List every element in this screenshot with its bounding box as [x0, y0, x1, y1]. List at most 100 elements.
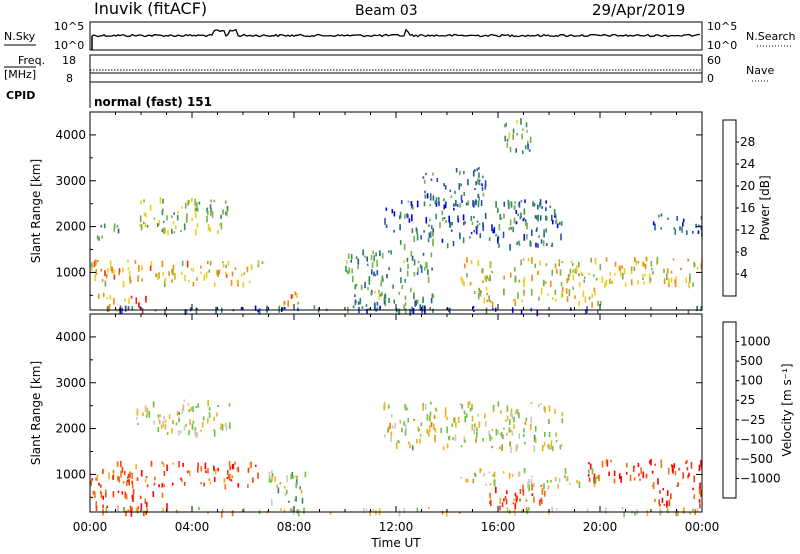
scatter-cell — [303, 507, 305, 514]
scatter-cell — [220, 222, 223, 230]
scatter-cell — [108, 303, 111, 308]
scatter-cell — [124, 305, 127, 312]
scatter-cell — [689, 273, 691, 279]
scatter-cell — [231, 511, 234, 517]
scatter-cell — [221, 423, 224, 431]
scatter-cell — [588, 469, 590, 473]
scatter-cell — [460, 276, 463, 282]
scatter-cell — [110, 266, 113, 271]
scatter-cell — [92, 490, 95, 495]
scatter-cell — [297, 509, 300, 517]
scatter-cell — [185, 309, 188, 314]
scatter-cell — [569, 482, 571, 486]
scatter-cell — [442, 446, 445, 450]
scatter-cell — [213, 199, 216, 203]
scatter-cell — [237, 483, 240, 488]
scatter-cell — [534, 215, 537, 219]
scatter-cell — [652, 271, 654, 275]
scatter-cell — [537, 214, 539, 222]
scatter-cell — [93, 261, 96, 268]
scatter-cell — [372, 508, 374, 512]
scatter-cell — [159, 196, 162, 204]
scatter-cell — [411, 255, 414, 261]
y-tick-label: 3000 — [55, 376, 86, 390]
scatter-cell — [352, 305, 355, 309]
scatter-cell — [519, 215, 522, 220]
scatter-cell — [652, 482, 655, 490]
scatter-cell — [393, 229, 395, 233]
scatter-cell — [477, 292, 480, 300]
scatter-cell — [528, 149, 531, 152]
scatter-cell — [524, 199, 526, 203]
scatter-cell — [365, 508, 368, 511]
scatter-cell — [542, 240, 545, 247]
scatter-cell — [145, 296, 147, 300]
scatter-cell — [503, 201, 506, 207]
scatter-cell — [639, 478, 641, 481]
scatter-cell — [540, 497, 543, 502]
scatter-cell — [168, 271, 170, 276]
scatter-cell — [347, 253, 350, 259]
scatter-cell — [140, 224, 143, 231]
scatter-cell — [604, 282, 606, 288]
scatter-cell — [513, 298, 515, 302]
scatter-cell — [375, 252, 377, 257]
scatter-cell — [533, 434, 536, 442]
scatter-cell — [610, 459, 612, 463]
scatter-cell — [121, 491, 124, 495]
scatter-cell — [196, 308, 198, 311]
scatter-cell — [122, 267, 124, 273]
scatter-cell — [164, 227, 166, 234]
scatter-cell — [425, 261, 427, 268]
scatter-cell — [435, 202, 438, 207]
scatter-cell — [460, 476, 462, 480]
scatter-cell — [490, 436, 493, 440]
scatter-cell — [443, 204, 446, 210]
scatter-cell — [413, 259, 416, 266]
scatter-cell — [429, 204, 431, 207]
velocity-scatter — [90, 399, 703, 518]
scatter-cell — [173, 231, 175, 234]
scatter-cell — [555, 218, 558, 222]
scatter-cell — [188, 199, 190, 205]
scatter-cell — [495, 233, 497, 237]
scatter-cell — [491, 428, 493, 432]
scatter-cell — [545, 216, 548, 221]
scatter-cell — [188, 430, 190, 436]
scatter-cell — [208, 407, 211, 411]
scatter-cell — [213, 465, 215, 471]
scatter-cell — [581, 273, 584, 277]
nsearch-tick-bottom: 10^0 — [707, 39, 737, 52]
scatter-cell — [630, 271, 633, 275]
scatter-cell — [146, 484, 149, 488]
scatter-cell — [119, 305, 122, 308]
scatter-cell — [431, 224, 433, 230]
scatter-cell — [362, 249, 365, 256]
scatter-cell — [146, 407, 149, 414]
scatter-cell — [489, 483, 492, 486]
scatter-cell — [652, 221, 655, 226]
scatter-cell — [200, 265, 202, 269]
scatter-cell — [552, 297, 554, 300]
scatter-cell — [427, 238, 430, 243]
scatter-cell — [489, 492, 491, 499]
scatter-cell — [466, 479, 469, 483]
scatter-cell — [622, 272, 624, 280]
scatter-cell — [591, 468, 594, 475]
scatter-cell — [493, 479, 496, 487]
scatter-cell — [514, 503, 517, 510]
scatter-cell — [634, 511, 636, 516]
scatter-cell — [531, 229, 533, 236]
freq-tick-bottom: 8 — [66, 72, 73, 85]
scatter-cell — [112, 469, 115, 477]
freq-panel: Freq. [MHz] 18 8 60 0 Nave — [4, 54, 774, 85]
scatter-cell — [659, 510, 661, 515]
scatter-cell — [95, 505, 98, 512]
station-title: Inuvik (fitACF) — [94, 0, 208, 18]
scatter-cell — [166, 503, 168, 510]
scatter-cell — [674, 470, 677, 476]
scatter-cell — [503, 275, 505, 280]
scatter-cell — [492, 474, 494, 477]
scatter-cell — [374, 273, 376, 277]
scatter-cell — [393, 211, 396, 217]
